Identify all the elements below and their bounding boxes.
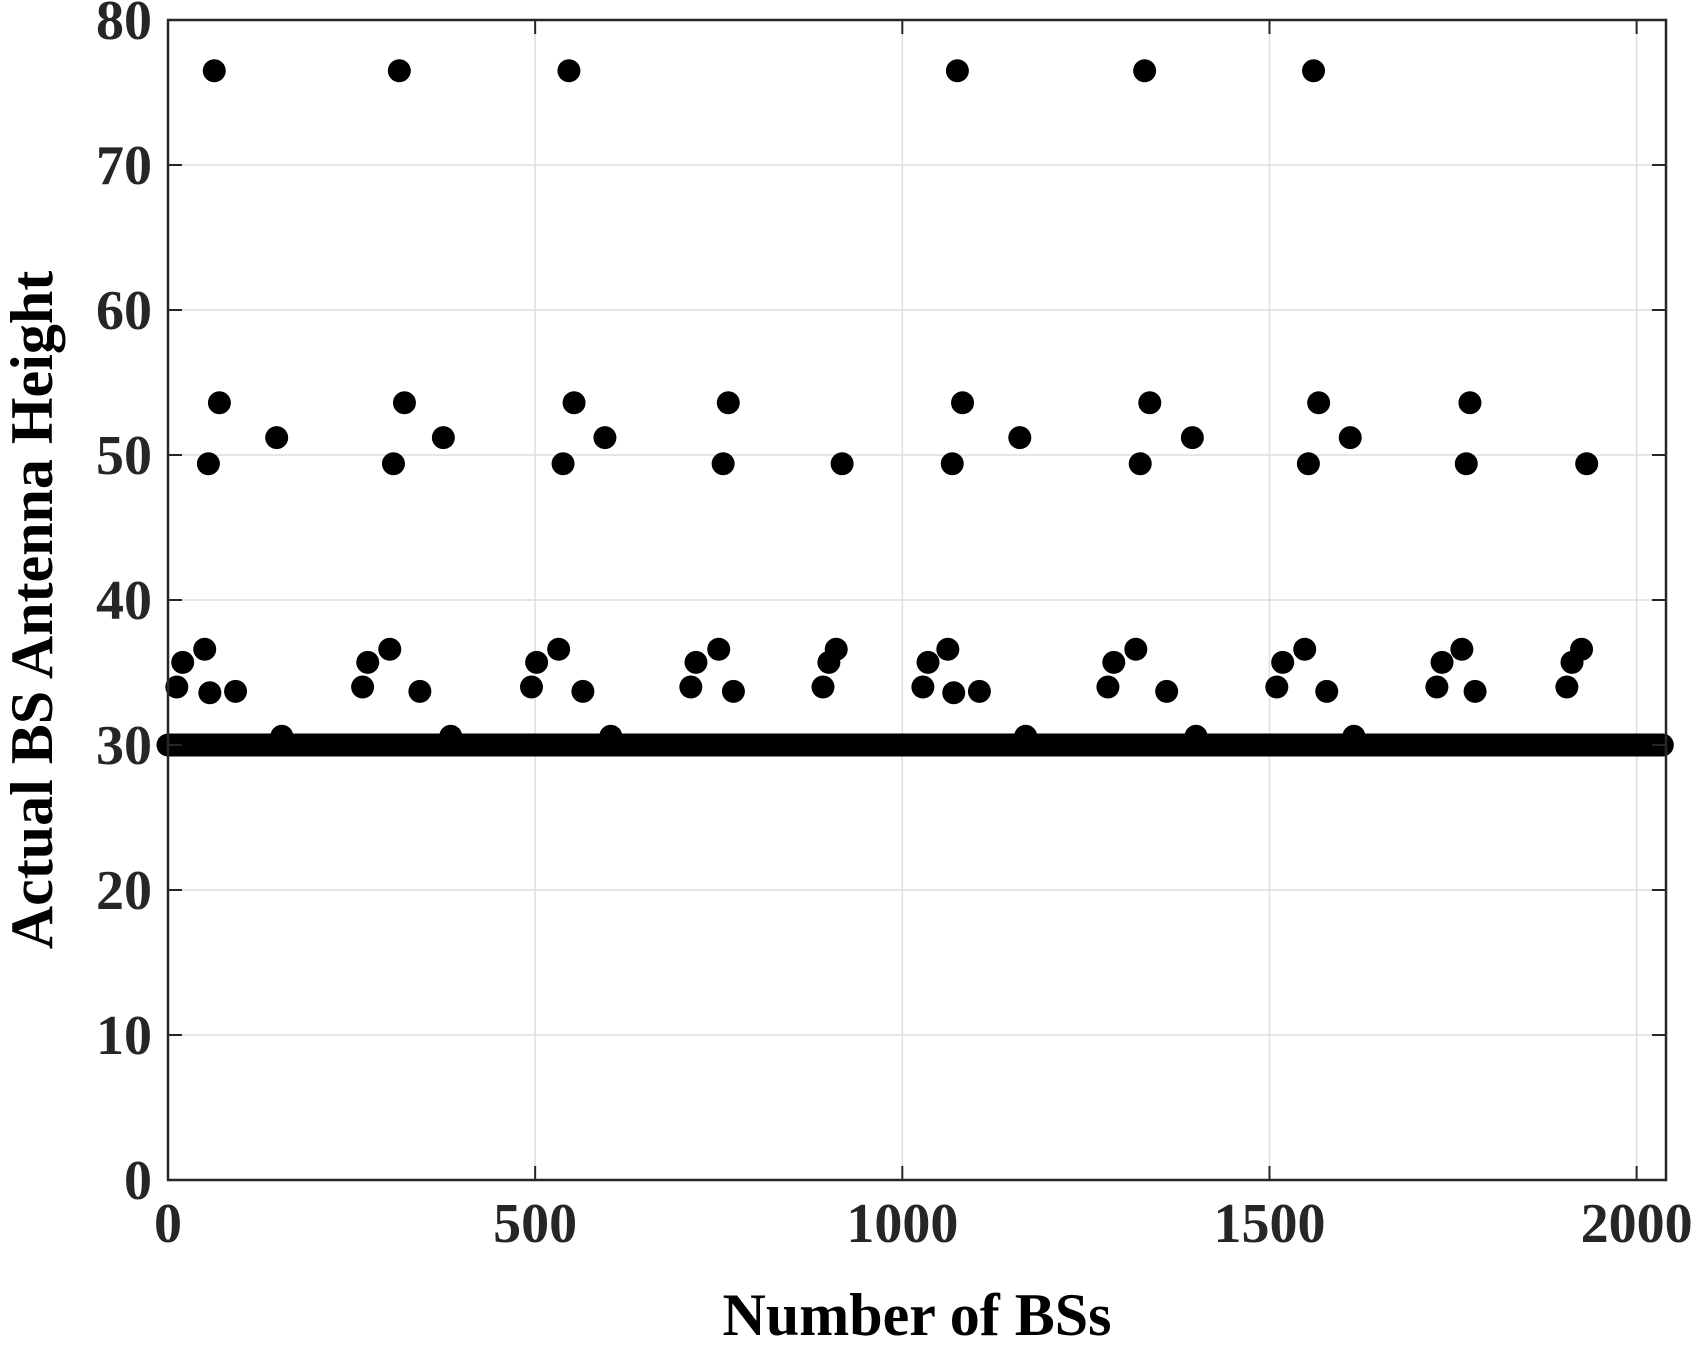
y-tick-label: 80 bbox=[96, 0, 152, 52]
data-point bbox=[593, 426, 617, 450]
data-point bbox=[1184, 724, 1208, 748]
data-point bbox=[165, 675, 189, 699]
data-point bbox=[408, 679, 432, 703]
data-point bbox=[270, 724, 294, 748]
data-point bbox=[1265, 675, 1289, 699]
data-point bbox=[387, 59, 411, 83]
data-point bbox=[392, 391, 416, 415]
y-tick-label: 30 bbox=[96, 715, 152, 777]
data-point bbox=[265, 426, 289, 450]
data-point bbox=[439, 724, 463, 748]
data-point bbox=[1124, 637, 1148, 661]
data-point bbox=[721, 679, 745, 703]
tick-marks bbox=[167, 19, 1666, 1181]
data-point bbox=[196, 452, 220, 476]
y-tick-label: 20 bbox=[96, 860, 152, 922]
y-tick-label: 40 bbox=[96, 570, 152, 632]
x-tick-label: 1000 bbox=[846, 1193, 958, 1255]
y-tick-label: 0 bbox=[124, 1150, 152, 1212]
data-point bbox=[1307, 391, 1331, 415]
data-point bbox=[1155, 679, 1179, 703]
y-tick-label: 10 bbox=[96, 1005, 152, 1067]
data-point bbox=[224, 679, 248, 703]
data-point bbox=[1315, 679, 1339, 703]
data-point bbox=[911, 675, 935, 699]
data-point bbox=[1133, 59, 1157, 83]
x-tick-label: 0 bbox=[154, 1193, 182, 1255]
x-tick-labels: 0 500 1000 1500 2000 bbox=[154, 1193, 1693, 1255]
data-point bbox=[1575, 452, 1599, 476]
data-point bbox=[916, 650, 940, 674]
data-point bbox=[1096, 675, 1120, 699]
x-tick-label: 500 bbox=[493, 1193, 577, 1255]
data-point bbox=[1458, 391, 1482, 415]
data-point bbox=[1555, 675, 1579, 699]
data-point bbox=[1454, 452, 1478, 476]
data-point bbox=[1338, 426, 1362, 450]
data-points bbox=[165, 59, 1599, 748]
data-point bbox=[1180, 426, 1204, 450]
data-point bbox=[940, 452, 964, 476]
data-point bbox=[1271, 650, 1295, 674]
data-point bbox=[1425, 675, 1449, 699]
data-point bbox=[1128, 452, 1152, 476]
data-point bbox=[1570, 637, 1594, 661]
data-point bbox=[1296, 452, 1320, 476]
data-point bbox=[571, 679, 595, 703]
data-point bbox=[679, 675, 703, 699]
data-point bbox=[562, 391, 586, 415]
y-axis-label: Actual BS Antenna Height bbox=[0, 271, 65, 949]
data-point bbox=[547, 637, 571, 661]
data-point bbox=[557, 59, 581, 83]
data-point bbox=[824, 637, 848, 661]
y-tick-label: 70 bbox=[96, 135, 152, 197]
data-point bbox=[942, 681, 966, 705]
data-point bbox=[684, 650, 708, 674]
data-point bbox=[967, 679, 991, 703]
data-point bbox=[1430, 650, 1454, 674]
data-point bbox=[351, 675, 375, 699]
data-point bbox=[1463, 679, 1487, 703]
data-point bbox=[431, 426, 455, 450]
data-point bbox=[599, 724, 623, 748]
data-point bbox=[707, 637, 731, 661]
data-point bbox=[551, 452, 575, 476]
x-axis-label: Number of BSs bbox=[723, 1282, 1112, 1348]
data-point bbox=[1008, 426, 1032, 450]
data-point bbox=[1450, 637, 1474, 661]
data-point bbox=[711, 452, 735, 476]
data-point bbox=[716, 391, 740, 415]
data-point bbox=[356, 650, 380, 674]
data-point bbox=[1342, 724, 1366, 748]
data-point bbox=[951, 391, 975, 415]
data-point bbox=[381, 452, 405, 476]
data-point bbox=[171, 650, 195, 674]
data-point bbox=[525, 650, 549, 674]
data-point bbox=[193, 637, 217, 661]
data-point bbox=[945, 59, 969, 83]
y-tick-labels: 0 10 20 30 40 50 60 70 80 bbox=[96, 0, 152, 1212]
data-point bbox=[1102, 650, 1126, 674]
data-point bbox=[378, 637, 402, 661]
data-point bbox=[1138, 391, 1162, 415]
data-point bbox=[811, 675, 835, 699]
data-point bbox=[207, 391, 231, 415]
data-point bbox=[830, 452, 854, 476]
data-point bbox=[198, 681, 222, 705]
data-point bbox=[936, 637, 960, 661]
y-tick-label: 50 bbox=[96, 425, 152, 487]
data-point bbox=[1293, 637, 1317, 661]
x-tick-label: 2000 bbox=[1581, 1193, 1693, 1255]
data-point bbox=[1014, 724, 1038, 748]
data-point bbox=[1302, 59, 1326, 83]
data-point bbox=[202, 59, 226, 83]
data-point bbox=[519, 675, 543, 699]
y-tick-label: 60 bbox=[96, 280, 152, 342]
x-tick-label: 1500 bbox=[1213, 1193, 1325, 1255]
